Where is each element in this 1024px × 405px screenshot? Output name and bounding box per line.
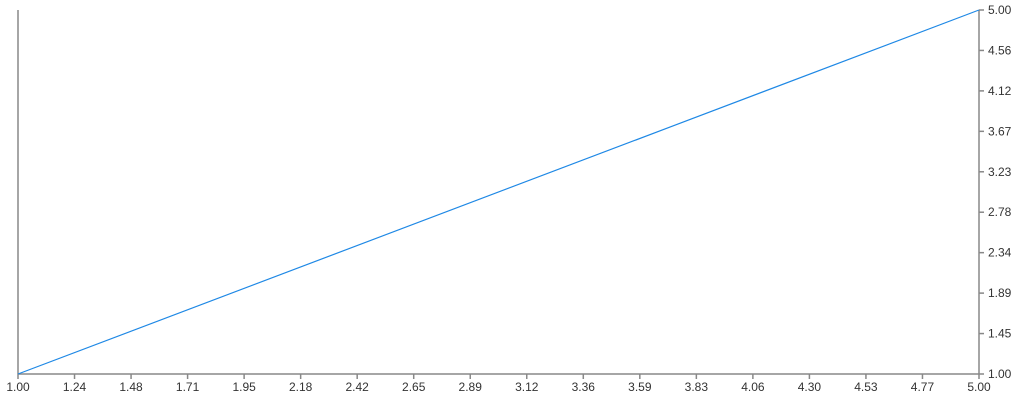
x-tick-label: 3.83 — [685, 380, 709, 394]
x-tick-label: 2.89 — [459, 380, 483, 394]
y-tick-label: 4.56 — [988, 43, 1012, 57]
x-tick-label: 3.59 — [628, 380, 652, 394]
x-ticks: 1.00 1.24 1.48 1.71 1.95 2.18 2.42 2.65 2.89 3.12… — [6, 374, 991, 394]
x-tick-label: 4.30 — [798, 380, 822, 394]
y-ticks: 1.00 1.45 1.89 2.34 2.78 3.23 3.67 4.12 4.56 5.00 — [979, 3, 1012, 381]
x-tick-label: 3.36 — [572, 380, 596, 394]
y-tick-label: 1.89 — [988, 286, 1012, 300]
x-tick-label: 3.12 — [515, 380, 539, 394]
x-tick-label: 5.00 — [967, 380, 991, 394]
x-tick-label: 2.65 — [402, 380, 426, 394]
x-tick-label: 4.53 — [854, 380, 878, 394]
x-tick-label: 1.00 — [6, 380, 30, 394]
y-tick-label: 3.23 — [988, 165, 1012, 179]
y-tick-label: 1.00 — [988, 367, 1012, 381]
x-tick-label: 4.77 — [911, 380, 935, 394]
x-tick-label: 1.71 — [176, 380, 200, 394]
y-tick-label: 3.67 — [988, 124, 1012, 138]
x-tick-label: 4.06 — [741, 380, 765, 394]
y-tick-label: 4.12 — [988, 84, 1012, 98]
x-tick-label: 1.95 — [232, 380, 256, 394]
series-group — [17, 9, 980, 375]
y-tick-label: 5.00 — [988, 3, 1012, 17]
y-tick-label: 1.45 — [988, 327, 1012, 341]
y-tick-label: 2.78 — [988, 205, 1012, 219]
x-tick-label: 1.48 — [119, 380, 143, 394]
series-line — [17, 9, 980, 375]
x-tick-label: 1.24 — [63, 380, 87, 394]
x-tick-label: 2.18 — [289, 380, 313, 394]
y-tick-label: 2.34 — [988, 246, 1012, 260]
x-tick-label: 2.42 — [345, 380, 369, 394]
